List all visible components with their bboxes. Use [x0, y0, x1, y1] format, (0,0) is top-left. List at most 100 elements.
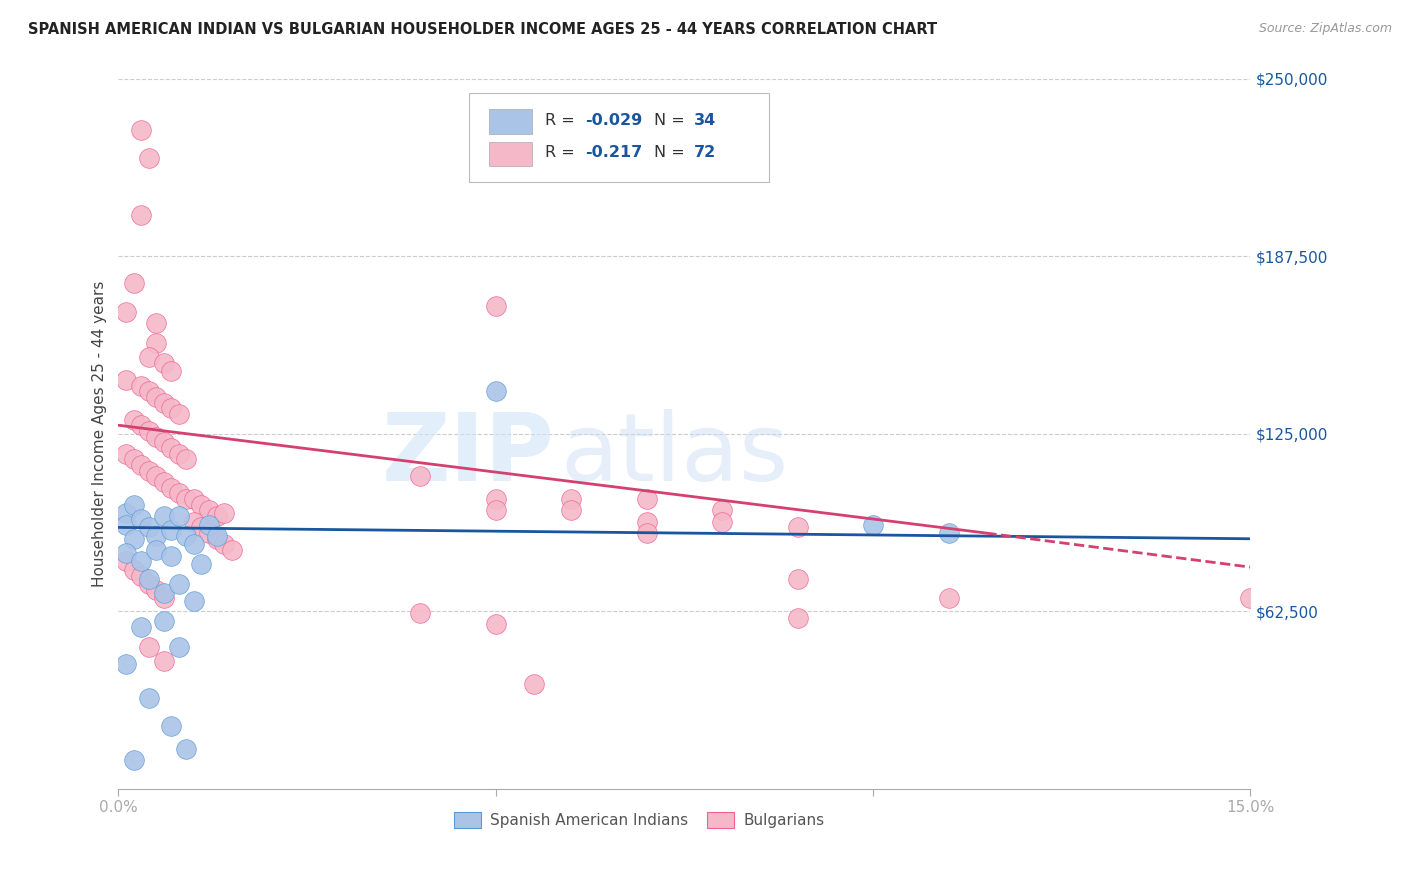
- Point: [152, 356, 174, 370]
- Point: [129, 123, 152, 137]
- Point: [145, 469, 167, 483]
- Legend: Spanish American Indians, Bulgarians: Spanish American Indians, Bulgarians: [447, 805, 831, 834]
- Point: [138, 424, 160, 438]
- Point: [138, 520, 160, 534]
- Point: [167, 407, 190, 421]
- Point: [167, 640, 190, 654]
- Bar: [489, 142, 531, 166]
- Point: [129, 568, 152, 582]
- Point: [115, 657, 138, 671]
- Point: [138, 572, 160, 586]
- Point: [198, 503, 221, 517]
- Point: [160, 481, 183, 495]
- Point: [711, 515, 734, 529]
- Point: [122, 563, 145, 577]
- Point: [115, 447, 138, 461]
- Point: [160, 401, 183, 416]
- Point: [160, 523, 183, 537]
- Point: [160, 719, 183, 733]
- Point: [176, 741, 198, 756]
- Point: [636, 491, 658, 506]
- Point: [190, 520, 212, 534]
- Point: [145, 390, 167, 404]
- Point: [205, 532, 228, 546]
- Point: [198, 526, 221, 541]
- Point: [152, 395, 174, 409]
- Point: [167, 447, 190, 461]
- Point: [145, 529, 167, 543]
- Point: [560, 491, 582, 506]
- Point: [152, 585, 174, 599]
- Point: [1239, 591, 1261, 606]
- Point: [145, 582, 167, 597]
- Point: [160, 441, 183, 455]
- Point: [138, 690, 160, 705]
- Point: [636, 515, 658, 529]
- Point: [129, 418, 152, 433]
- Y-axis label: Householder Income Ages 25 - 44 years: Householder Income Ages 25 - 44 years: [93, 281, 107, 587]
- Point: [115, 506, 138, 520]
- Point: [129, 554, 152, 568]
- Point: [129, 512, 152, 526]
- Point: [152, 654, 174, 668]
- Point: [145, 429, 167, 443]
- Point: [129, 378, 152, 392]
- Point: [122, 532, 145, 546]
- Text: -0.217: -0.217: [585, 145, 643, 161]
- Point: [152, 591, 174, 606]
- Point: [786, 611, 808, 625]
- Point: [152, 509, 174, 524]
- Point: [190, 498, 212, 512]
- Text: atlas: atlas: [560, 409, 789, 501]
- Point: [122, 412, 145, 426]
- Text: 34: 34: [693, 112, 716, 128]
- Point: [138, 350, 160, 364]
- Point: [122, 452, 145, 467]
- Point: [115, 546, 138, 560]
- Point: [152, 435, 174, 450]
- Point: [198, 517, 221, 532]
- Point: [115, 373, 138, 387]
- Point: [115, 554, 138, 568]
- Point: [485, 616, 508, 631]
- Point: [152, 475, 174, 489]
- Point: [711, 503, 734, 517]
- Point: [212, 506, 235, 520]
- Point: [129, 208, 152, 222]
- Point: [167, 486, 190, 500]
- Point: [138, 384, 160, 399]
- Point: [167, 509, 190, 524]
- Text: R =: R =: [546, 145, 581, 161]
- Point: [522, 676, 544, 690]
- FancyBboxPatch shape: [470, 93, 769, 182]
- Point: [205, 509, 228, 524]
- Point: [786, 572, 808, 586]
- Point: [485, 503, 508, 517]
- Point: [212, 537, 235, 551]
- Point: [221, 543, 243, 558]
- Point: [183, 594, 205, 608]
- Text: N =: N =: [654, 112, 690, 128]
- Text: Source: ZipAtlas.com: Source: ZipAtlas.com: [1258, 22, 1392, 36]
- Point: [122, 498, 145, 512]
- Point: [485, 299, 508, 313]
- Text: ZIP: ZIP: [381, 409, 554, 501]
- Point: [485, 384, 508, 399]
- Point: [167, 577, 190, 591]
- Point: [190, 558, 212, 572]
- Point: [183, 491, 205, 506]
- Point: [409, 469, 432, 483]
- Point: [176, 491, 198, 506]
- Point: [152, 614, 174, 628]
- Point: [115, 304, 138, 318]
- Bar: [489, 110, 531, 134]
- Point: [129, 458, 152, 472]
- Text: 72: 72: [693, 145, 716, 161]
- Point: [138, 152, 160, 166]
- Text: R =: R =: [546, 112, 581, 128]
- Point: [205, 529, 228, 543]
- Point: [145, 316, 167, 330]
- Point: [176, 529, 198, 543]
- Point: [409, 606, 432, 620]
- Point: [485, 491, 508, 506]
